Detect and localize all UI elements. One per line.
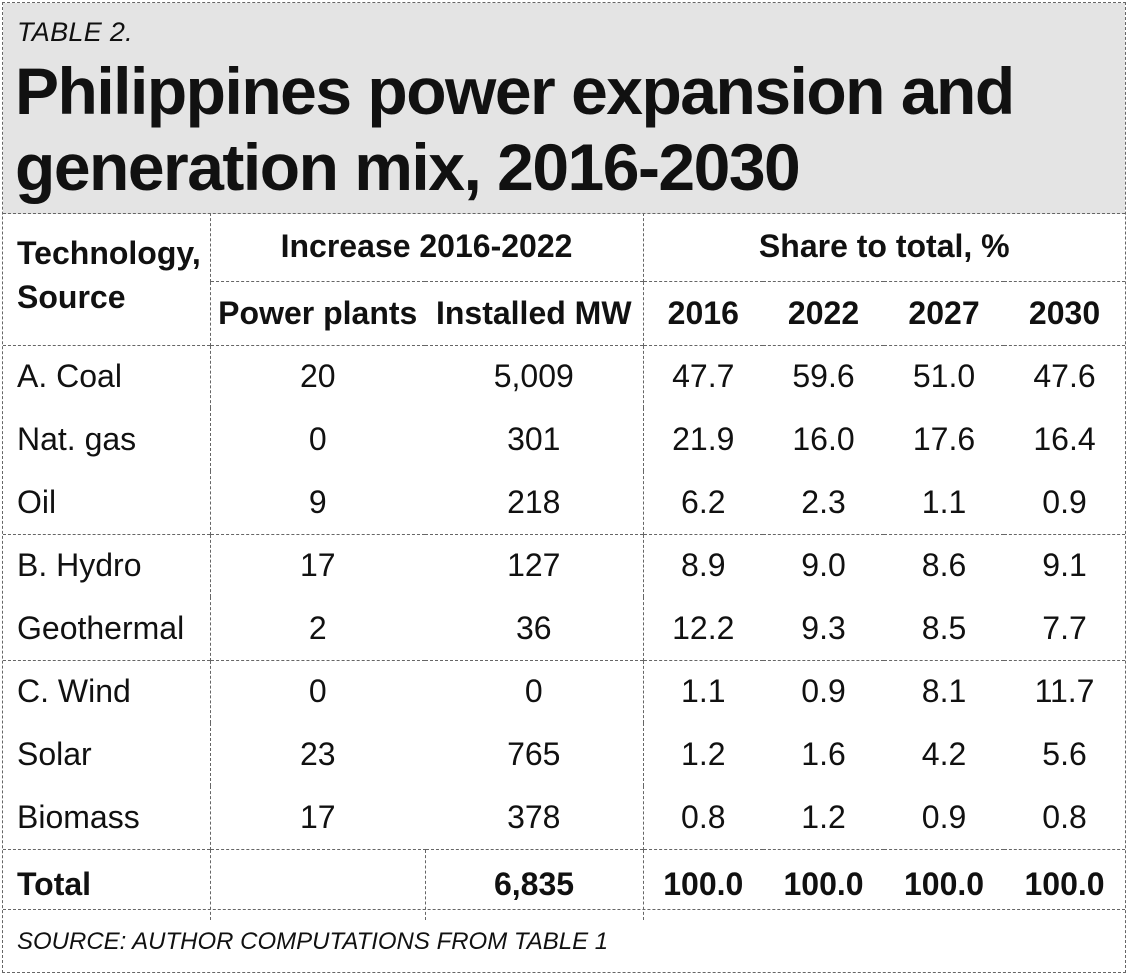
- cell-2030: 9.1: [1004, 533, 1126, 597]
- cell-2030: 16.4: [1033, 421, 1096, 457]
- cell-mw: 36: [515, 609, 552, 646]
- cell-source: A. Coal: [3, 344, 210, 408]
- cell-2030: 0.9: [1042, 483, 1087, 520]
- col-header-2030: 2030: [1004, 280, 1126, 345]
- cell-source: Oil: [17, 483, 57, 520]
- cell-plants: 17: [209, 786, 425, 849]
- cell-plants: 2: [209, 597, 425, 660]
- cell-mw: 301: [507, 421, 561, 457]
- table-footer: SOURCE: AUTHOR COMPUTATIONS FROM TABLE 1: [3, 909, 1125, 973]
- cell-2016: 1.1: [642, 659, 764, 723]
- cell-2030: 47.6: [1004, 344, 1126, 408]
- cell-2022: 9.0: [763, 533, 885, 597]
- cell-2022: 9.3: [801, 609, 846, 646]
- cell-plants: 0: [209, 408, 425, 471]
- total-2022: 100.0: [763, 848, 885, 920]
- cell-source: Geothermal: [17, 609, 185, 646]
- col-group-increase: Increase 2016-2022: [209, 213, 644, 281]
- col-header-power-plants: Power plants: [209, 280, 425, 345]
- table-row: B. Hydro 17 127 8.9 9.0 8.6 9.1: [3, 533, 1126, 597]
- cell-2016: 21.9: [642, 408, 764, 471]
- cell-source: Nat. gas: [17, 421, 137, 457]
- cell-mw: 127: [425, 533, 644, 597]
- col-group-share: Share to total, %: [642, 213, 1126, 281]
- col-header-2027: 2027: [884, 280, 1005, 345]
- table-title: Philippines power expansion and generati…: [15, 54, 1015, 204]
- cell-2022: 16.0: [792, 421, 855, 457]
- cell-2022: 59.6: [763, 344, 885, 408]
- cell-source: Biomass: [17, 798, 140, 835]
- total-plants: [209, 848, 425, 920]
- cell-2016: 47.7: [642, 344, 764, 408]
- cell-source: C. Wind: [3, 659, 210, 723]
- table-number-label: TABLE 2.: [17, 17, 133, 47]
- cell-mw: 378: [507, 798, 561, 835]
- cell-mw: 765: [507, 736, 561, 772]
- col-header-technology: Technology, Source: [17, 235, 201, 315]
- cell-2022: 1.2: [801, 798, 846, 835]
- table-row: Solar 23 765 1.2 1.6 4.2 5.6: [3, 723, 1125, 786]
- cell-2016: 12.2: [642, 597, 764, 660]
- source-note: SOURCE: AUTHOR COMPUTATIONS FROM TABLE 1: [17, 928, 609, 955]
- table-header: TABLE 2. Philippines power expansion and…: [3, 3, 1125, 214]
- total-2027: 100.0: [884, 848, 1005, 920]
- cell-mw: 0: [425, 659, 644, 723]
- table-row: Biomass 17 378 0.8 1.2 0.9 0.8: [3, 786, 1125, 849]
- cell-2027: 8.1: [884, 659, 1005, 723]
- table-row: A. Coal 20 5,009 47.7 59.6 51.0 47.6: [3, 344, 1126, 408]
- table-row: Oil 9 218 6.2 2.3 1.1 0.9: [3, 471, 1125, 534]
- table-row: Geothermal 2 36 12.2 9.3 8.5 7.7: [3, 597, 1125, 660]
- cell-2027: 0.9: [921, 798, 967, 835]
- col-header-2022: 2022: [763, 280, 885, 345]
- cell-plants: 20: [209, 344, 425, 408]
- cell-2016: 1.2: [642, 723, 764, 786]
- table-row: Nat. gas 0 301 21.9 16.0 17.6 16.4: [3, 408, 1125, 471]
- power-mix-table: Technology, Source Increase 2016-2022 Sh…: [3, 213, 1126, 920]
- cell-2022: 0.9: [763, 659, 885, 723]
- total-mw: 6,835: [424, 848, 644, 920]
- total-2030: 100.0: [1004, 848, 1126, 920]
- cell-2027: 17.6: [912, 421, 976, 457]
- cell-2016: 8.9: [642, 533, 764, 597]
- cell-2016: 6.2: [642, 471, 764, 534]
- cell-2030: 11.7: [1004, 659, 1126, 723]
- total-row: Total 6,835 100.0 100.0 100.0 100.0: [3, 848, 1126, 920]
- cell-2022: 1.6: [801, 736, 846, 772]
- cell-2027: 8.5: [921, 609, 967, 646]
- cell-mw: 5,009: [425, 344, 644, 408]
- cell-2030: 5.6: [1042, 736, 1087, 772]
- col-header-installed-mw: Installed MW: [425, 280, 644, 345]
- cell-plants: 17: [209, 533, 425, 597]
- total-2016: 100.0: [642, 848, 764, 920]
- cell-2030: 0.8: [1042, 798, 1087, 835]
- cell-plants: 0: [209, 659, 425, 723]
- cell-2027: 4.2: [921, 736, 967, 772]
- total-label: Total: [3, 848, 210, 920]
- cell-mw: 218: [507, 483, 561, 520]
- cell-source: Solar: [17, 736, 92, 772]
- cell-2030: 7.7: [1042, 609, 1087, 646]
- cell-plants: 23: [209, 723, 425, 786]
- cell-2027: 8.6: [884, 533, 1005, 597]
- cell-source: B. Hydro: [3, 533, 210, 597]
- table-row: C. Wind 0 0 1.1 0.9 8.1 11.7: [3, 659, 1126, 723]
- cell-2027: 51.0: [884, 344, 1005, 408]
- col-header-2016: 2016: [642, 280, 764, 345]
- cell-2027: 1.1: [921, 483, 967, 520]
- cell-plants: 9: [209, 471, 425, 534]
- cell-2022: 2.3: [801, 483, 846, 520]
- cell-2016: 0.8: [642, 786, 764, 849]
